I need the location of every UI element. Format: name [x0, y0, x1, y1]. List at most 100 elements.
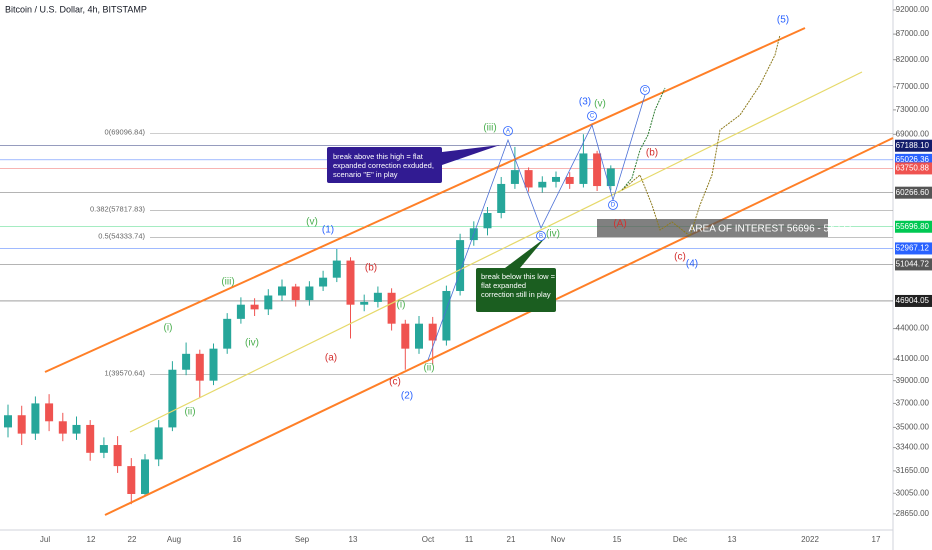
price-label: 63750.88	[896, 164, 930, 173]
candle-body	[401, 323, 410, 349]
x-tick-label: Dec	[673, 535, 687, 544]
wave-label: (c)	[674, 252, 686, 263]
candle-body	[579, 153, 588, 184]
y-tick-label: 92000.00	[896, 5, 930, 14]
candle-body	[332, 260, 341, 278]
candle-body	[278, 286, 286, 296]
candle-body	[565, 176, 574, 184]
wave-label: (b)	[365, 263, 377, 274]
candle-body	[236, 304, 245, 319]
fib-label: 1(39570.64)	[105, 368, 146, 377]
candle-body	[182, 353, 191, 370]
wave-circle	[536, 231, 546, 241]
wave-label: (v)	[306, 217, 318, 228]
fib-label: 0(69096.84)	[105, 128, 146, 137]
price-label-box	[895, 139, 932, 152]
y-tick-label: 31650.00	[896, 466, 930, 475]
y-tick-label: 35000.00	[896, 423, 930, 432]
wave-label: (A)	[613, 219, 626, 230]
candle-body	[305, 286, 314, 301]
y-tick-label: 69000.00	[896, 129, 930, 138]
candle-body	[319, 277, 328, 287]
area-of-interest	[597, 219, 828, 237]
wave-label: (c)	[389, 377, 401, 388]
projection-path	[621, 34, 781, 237]
candle-body	[17, 415, 26, 434]
x-tick-label: 12	[87, 535, 96, 544]
y-tick-label: 77000.00	[896, 82, 930, 91]
price-label-box	[895, 162, 932, 175]
candle-body	[141, 459, 149, 494]
candle-body	[223, 318, 232, 349]
candle-body	[127, 466, 136, 494]
wave-label: (ii)	[184, 407, 195, 418]
x-tick-label: 15	[613, 535, 622, 544]
wave-circle	[587, 111, 597, 121]
price-label-box	[895, 242, 932, 255]
candle-body	[58, 421, 67, 434]
x-tick-label: 22	[128, 535, 137, 544]
candle-body	[250, 304, 259, 310]
candle-body	[168, 369, 177, 428]
fib-label: 0.382(57817.83)	[90, 205, 146, 214]
wave-label: C	[643, 88, 648, 94]
callout-pointer	[505, 238, 545, 268]
price-label: 67188.10	[896, 141, 930, 150]
wave-label: (4)	[686, 259, 698, 270]
callout-box	[476, 268, 556, 312]
candle-body	[4, 415, 12, 428]
wave-label: (2)	[401, 391, 413, 402]
wave-label: (i)	[397, 300, 406, 311]
candle-body	[45, 403, 54, 422]
price-label: 52967.12	[896, 244, 930, 253]
x-tick-label: Nov	[551, 535, 565, 544]
x-tick-label: Aug	[167, 535, 181, 544]
candle-body	[195, 353, 204, 381]
price-label-box	[895, 220, 932, 233]
candle-body	[31, 403, 40, 434]
candle-body	[373, 292, 382, 302]
candle-body	[99, 445, 108, 453]
wave-circle	[503, 126, 513, 136]
wave-label: (iii)	[221, 277, 234, 288]
price-label: 51044.72	[896, 260, 930, 269]
x-tick-label: 13	[728, 535, 737, 544]
candle-body	[360, 301, 369, 305]
wave-lines	[427, 94, 646, 361]
y-tick-label: 44000.00	[896, 324, 930, 333]
wave-label: (iii)	[483, 123, 496, 134]
upper-channel	[44, 27, 806, 373]
callout-text: scenario "E" in play	[333, 170, 398, 179]
x-tick-label: 16	[233, 535, 242, 544]
wave-label: B	[539, 234, 543, 240]
projection-path	[621, 87, 666, 191]
price-label: 65026.36	[896, 155, 930, 164]
price-label: 46904.05	[896, 296, 930, 305]
wave-label: C	[590, 114, 595, 120]
x-tick-label: 17	[872, 535, 881, 544]
lower-channel	[104, 137, 894, 516]
candle-body	[497, 183, 506, 213]
y-tick-label: 33400.00	[896, 443, 930, 452]
mid-channel	[129, 71, 863, 433]
wave-label: (v)	[594, 99, 606, 110]
wave-label: (3)	[579, 97, 591, 108]
callout-pointer	[442, 145, 500, 165]
x-tick-label: 11	[465, 535, 474, 544]
y-tick-label: 37000.00	[896, 399, 930, 408]
callout-text: correction still in play	[481, 290, 551, 299]
x-tick-label: Sep	[295, 535, 310, 544]
callout-text: break above this high = flat	[333, 152, 424, 161]
candle-body	[524, 170, 533, 188]
candle-body	[72, 424, 81, 434]
candle-body	[387, 292, 396, 324]
price-label-box	[895, 258, 932, 271]
candle-body	[415, 323, 423, 349]
candle-body	[483, 212, 492, 229]
x-tick-label: Jul	[40, 535, 50, 544]
x-tick-label: 21	[507, 535, 516, 544]
y-tick-label: 82000.00	[896, 55, 930, 64]
wave-circle	[640, 85, 650, 95]
